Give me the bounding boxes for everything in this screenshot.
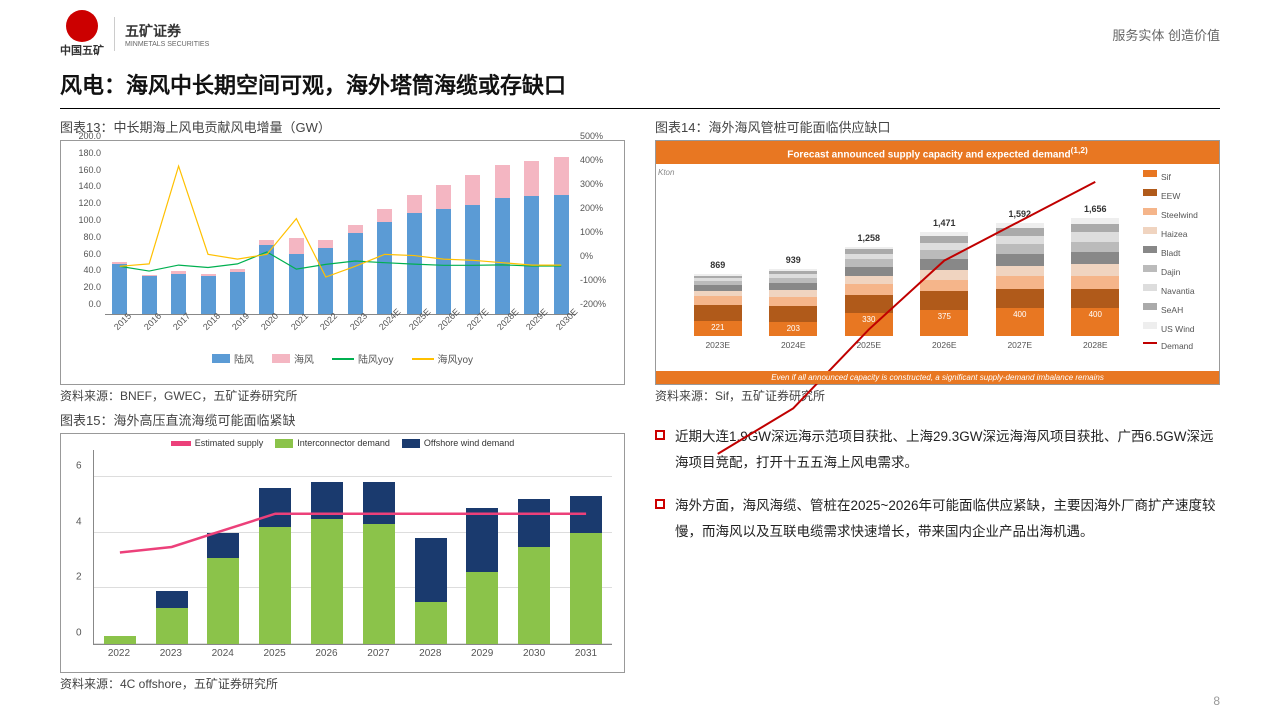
bullet-item: 海外方面，海风海缆、管桩在2025~2026年可能面临供应紧缺，主要因海外厂商扩… [655, 493, 1220, 544]
chart15-title: 图表15：海外高压直流海缆可能面临紧缺 [60, 410, 625, 429]
bar [465, 175, 480, 314]
chart15-source: 资料来源：4C offshore，五矿证券研究所 [60, 675, 625, 692]
chart13-source: 资料来源：BNEF，GWEC，五矿证券研究所 [60, 387, 625, 404]
bullet-icon [655, 499, 665, 509]
bar: 203939 [769, 269, 817, 336]
chart15-legend: Estimated supply Interconnector demand O… [65, 438, 620, 448]
bar [436, 185, 451, 314]
page-header: 中国五矿 五矿证券 MINMETALS SECURITIES 服务实体 创造价值 [0, 0, 1280, 58]
bar [289, 238, 304, 314]
bar: 4001,656 [1071, 218, 1119, 336]
bar: 4001,592 [996, 223, 1044, 336]
bar [142, 275, 157, 314]
right-column: 图表14：海外海风管桩可能面临供应缺口 Forecast announced s… [655, 117, 1220, 698]
chart14-header: Forecast announced supply capacity and e… [656, 141, 1219, 164]
bar: 221869 [694, 274, 742, 336]
bar [318, 240, 333, 314]
bar [104, 636, 136, 644]
bar [201, 274, 216, 314]
page-title: 风电：海风中长期空间可观，海外塔筒海缆或存缺口 [60, 58, 1220, 109]
bar [171, 271, 186, 314]
bar [156, 591, 188, 644]
bullet-list: 近期大连1.9GW深远海示范项目获批、上海29.3GW深远海海风项目获批、广西6… [655, 424, 1220, 545]
bar [377, 209, 392, 314]
bar: 3751,471 [920, 232, 968, 337]
bar [518, 499, 550, 644]
bullet-text: 近期大连1.9GW深远海示范项目获批、上海29.3GW深远海海风项目获批、广西6… [675, 424, 1220, 475]
company-name: 五矿证券 MINMETALS SECURITIES [125, 21, 209, 48]
bar [348, 225, 363, 314]
chart14-footer: Even if all announced capacity is constr… [656, 371, 1219, 384]
content: 图表13：中长期海上风电贡献风电增量（GW） 0.020.040.060.080… [0, 109, 1280, 698]
bar [570, 496, 602, 644]
bar: 3301,258 [845, 247, 893, 337]
bar [112, 262, 127, 314]
left-column: 图表13：中长期海上风电贡献风电增量（GW） 0.020.040.060.080… [60, 117, 625, 698]
logo-group: 中国五矿 五矿证券 MINMETALS SECURITIES [60, 10, 209, 58]
chart14: Forecast announced supply capacity and e… [655, 140, 1220, 385]
bar [363, 482, 395, 644]
chart14-legend: SifEEWSteelwindHaizeaBladtDajinNavantiaS… [1139, 164, 1219, 364]
chart14-title: 图表14：海外海风管桩可能面临供应缺口 [655, 117, 1220, 136]
bar [524, 161, 539, 314]
bullet-text: 海外方面，海风海缆、管桩在2025~2026年可能面临供应紧缺，主要因海外厂商扩… [675, 493, 1220, 544]
chart14-source: 资料来源：Sif，五矿证券研究所 [655, 387, 1220, 404]
chart13: 0.020.040.060.080.0100.0120.0140.0160.01… [60, 140, 625, 385]
logo-icon [66, 10, 98, 42]
bar [311, 482, 343, 644]
chart15: Estimated supply Interconnector demand O… [60, 433, 625, 673]
bar [259, 240, 274, 314]
bar [207, 533, 239, 644]
bullet-icon [655, 430, 665, 440]
bar [495, 165, 510, 315]
bar [259, 488, 291, 644]
bar [415, 538, 447, 644]
page-number: 8 [1213, 694, 1220, 708]
tagline: 服务实体 创造价值 [1112, 25, 1220, 44]
chart13-legend: 陆风 海风 陆风yoy 海风yoy [69, 351, 616, 366]
bar [230, 269, 245, 314]
bar [554, 157, 569, 314]
chart13-title: 图表13：中长期海上风电贡献风电增量（GW） [60, 117, 625, 136]
bullet-item: 近期大连1.9GW深远海示范项目获批、上海29.3GW深远海海风项目获批、广西6… [655, 424, 1220, 475]
bar [407, 195, 422, 314]
logo-left: 中国五矿 [60, 10, 104, 58]
logo-text: 中国五矿 [60, 42, 104, 58]
bar [466, 508, 498, 644]
